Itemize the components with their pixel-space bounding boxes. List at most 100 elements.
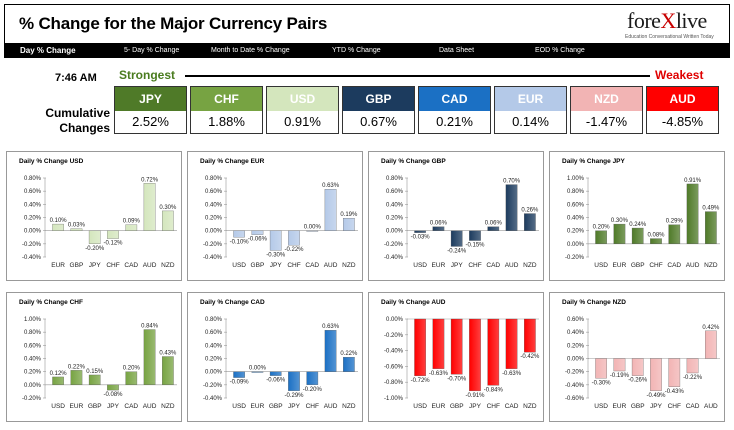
x-tick-label: EUR: [51, 262, 65, 269]
bar-eur: [432, 226, 445, 231]
y-tick-label: 0.20%: [24, 370, 42, 376]
y-tick-label: -0.40%: [384, 349, 404, 355]
data-label: -0.42%: [520, 354, 540, 360]
bar-chf: [668, 358, 681, 387]
bar-aud: [143, 329, 156, 385]
bar-chart: 0.80% 0.60% 0.40% 0.20% 0.00% -0.20% -0.40% 0.1…: [22, 176, 177, 269]
data-label: 0.70%: [503, 179, 521, 185]
currency-change-value: 2.52%: [115, 111, 186, 133]
x-tick-label: CHF: [468, 262, 481, 269]
y-tick-label: 0.60%: [205, 189, 223, 195]
x-tick-label: AUD: [704, 403, 718, 410]
tab-ytd-change[interactable]: YTD % Change: [332, 47, 381, 54]
y-tick-label: 0.40%: [205, 343, 223, 349]
x-tick-label: USD: [413, 403, 427, 410]
x-tick-label: CAD: [124, 403, 138, 410]
y-tick-label: 0.60%: [567, 202, 585, 208]
bar-usd: [414, 318, 426, 377]
x-tick-label: NZD: [342, 403, 356, 410]
currency-code: CAD: [419, 87, 490, 111]
data-label: 0.84%: [141, 324, 159, 330]
x-tick-label: USD: [594, 262, 608, 269]
y-tick-label: 0.40%: [567, 330, 585, 336]
data-label: -0.84%: [484, 387, 504, 393]
bar-eur: [613, 223, 626, 244]
tab-month-to-date[interactable]: Month to Date % Change: [211, 47, 290, 54]
tab-eod-change[interactable]: EOD % Change: [535, 47, 585, 54]
x-tick-label: CAD: [486, 262, 500, 269]
y-tick-label: -0.40%: [203, 396, 223, 402]
tab-5-day-change[interactable]: 5- Day % Change: [124, 47, 180, 54]
x-tick-label: JPY: [451, 262, 464, 269]
currency-change-value: 0.67%: [343, 111, 414, 133]
y-tick-label: -0.20%: [203, 383, 223, 389]
sheet-tabs: Day % Change 5- Day % Change Month to Da…: [4, 44, 730, 58]
chart-panel: Daily % Change NZD 0.60% 0.40% 0.20% 0.00% -0…: [549, 292, 725, 422]
x-tick-label: AUD: [143, 403, 157, 410]
forexlive-logo[interactable]: foreXlive Education Conversational Writt…: [625, 8, 717, 42]
y-tick-label: 0.40%: [24, 357, 42, 363]
data-label: 0.42%: [702, 325, 720, 331]
page-title: % Change for the Major Currency Pairs: [19, 14, 328, 33]
y-tick-label: 0.40%: [24, 202, 42, 208]
y-tick-label: 1.00%: [24, 317, 42, 323]
x-tick-label: CHF: [106, 262, 119, 269]
data-label: -0.20%: [303, 387, 323, 393]
chart-panel: Daily % Change EUR 0.80% 0.60% 0.40% 0.20% 0.…: [187, 151, 363, 281]
chart-title: Daily % Change EUR: [200, 158, 265, 165]
tab-day-change[interactable]: Day % Change: [20, 46, 76, 55]
data-label: -0.30%: [592, 380, 612, 386]
tab-data-sheet[interactable]: Data Sheet: [439, 47, 475, 54]
y-tick-label: 0.00%: [24, 383, 42, 389]
data-label: -0.22%: [683, 375, 703, 381]
data-label: 0.20%: [593, 225, 611, 231]
x-tick-label: EUR: [432, 403, 446, 410]
bar-jpy: [269, 230, 282, 251]
bar-chart: 1.00% 0.80% 0.60% 0.40% 0.20% 0.00% -0.20% 0.12…: [22, 317, 177, 410]
data-label: -0.06%: [266, 378, 286, 384]
bar-eur: [70, 370, 83, 385]
data-label: -0.30%: [266, 252, 286, 258]
bar-chart: 0.60% 0.40% 0.20% 0.00% -0.20% -0.40% -0.60% -0…: [565, 317, 720, 410]
chart-title: Daily % Change NZD: [562, 299, 626, 306]
y-tick-label: 0.20%: [386, 216, 404, 222]
header-bar: % Change for the Major Currency Pairs fo…: [4, 4, 730, 44]
x-tick-label: GBP: [269, 403, 283, 410]
chart-panel: Daily % Change JPY 1.00% 0.80% 0.60% 0.40% 0.…: [549, 151, 725, 281]
x-tick-label: JPY: [270, 262, 283, 269]
logo-tagline: Education Conversational Written Today: [625, 34, 714, 40]
currency-cell-gbp: GBP 0.67%: [342, 86, 415, 134]
x-tick-label: CHF: [668, 403, 681, 410]
y-tick-label: 0.60%: [24, 343, 42, 349]
y-tick-label: 0.20%: [567, 229, 585, 235]
chart-panel: Daily % Change GBP 0.80% 0.60% 0.40% 0.20% 0.…: [368, 151, 544, 281]
y-tick-label: 0.40%: [567, 216, 585, 222]
x-tick-label: JPY: [650, 403, 663, 410]
y-tick-label: 0.60%: [567, 317, 585, 323]
data-label: 0.30%: [611, 218, 629, 224]
data-label: 0.19%: [340, 212, 358, 218]
x-tick-label: AUD: [686, 262, 700, 269]
currency-cell-nzd: NZD -1.47%: [570, 86, 643, 134]
bar-cad: [125, 224, 138, 231]
x-tick-label: GBP: [631, 262, 645, 269]
bar-gbp: [631, 358, 644, 376]
currency-change-value: 1.88%: [191, 111, 262, 133]
data-label: 0.10%: [50, 218, 68, 224]
y-tick-label: -1.00%: [384, 396, 404, 402]
y-tick-label: -0.40%: [384, 255, 404, 261]
logo-suffix: live: [675, 8, 708, 33]
cumulative-changes-label: Cumulative Changes: [45, 106, 110, 135]
bar-aud: [686, 183, 699, 244]
data-label: -0.03%: [411, 235, 431, 241]
bar-chart: 0.80% 0.60% 0.40% 0.20% 0.00% -0.20% -0.40% -0.…: [203, 176, 358, 269]
y-tick-label: 0.00%: [567, 242, 585, 248]
y-tick-label: 0.20%: [24, 216, 42, 222]
bar-chart: 1.00% 0.80% 0.60% 0.40% 0.20% 0.00% -0.20% 0.20…: [565, 176, 720, 269]
data-label: 0.03%: [68, 223, 86, 229]
data-label: 0.00%: [304, 225, 322, 231]
bar-chart: 0.80% 0.60% 0.40% 0.20% 0.00% -0.20% -0.40% -0.…: [203, 317, 358, 410]
chart-panel: Daily % Change AUD 0.00% -0.20% -0.40% -0.60…: [368, 292, 544, 422]
currency-code: CHF: [191, 87, 262, 111]
data-label: 0.09%: [123, 219, 141, 225]
